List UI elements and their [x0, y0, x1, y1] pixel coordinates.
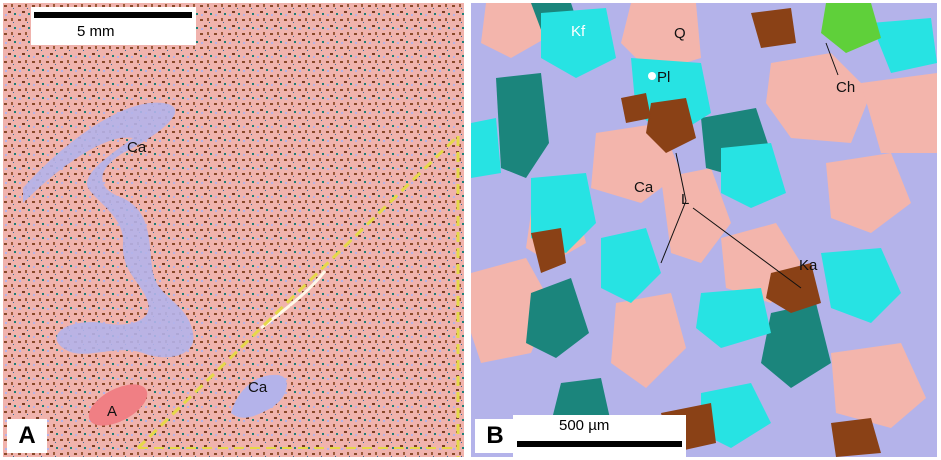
- label-l: L: [681, 191, 690, 208]
- label-ka: Ka: [799, 257, 818, 274]
- scale-bar-b: [517, 441, 682, 447]
- label-pl: Pl: [657, 69, 671, 86]
- scale-label-a: 5 mm: [77, 23, 115, 40]
- label-q: Q: [674, 25, 686, 42]
- label-ca: Ca: [634, 179, 654, 196]
- panel-a-mineral-map: [3, 3, 464, 457]
- label-ca-top: Ca: [127, 139, 147, 156]
- label-a-anhydrite: A: [107, 403, 118, 420]
- label-ch: Ch: [836, 79, 856, 96]
- panel-a-map: 5 mm Ca Ca A A: [3, 3, 464, 457]
- panel-b-mineral-map: [471, 3, 937, 457]
- label-kf: Kf: [571, 23, 586, 40]
- scale-label-b: 500 µm: [559, 417, 610, 434]
- panel-letter-a: A: [7, 419, 47, 453]
- panel-letter-b: B: [475, 419, 515, 453]
- panel-b-map: Kf Q Pl Ch Ca L Ka 500 µm B: [471, 3, 937, 457]
- scale-bar-box-b: [513, 415, 686, 457]
- scale-bar-a: [34, 12, 192, 18]
- label-ca-bottom: Ca: [248, 379, 268, 396]
